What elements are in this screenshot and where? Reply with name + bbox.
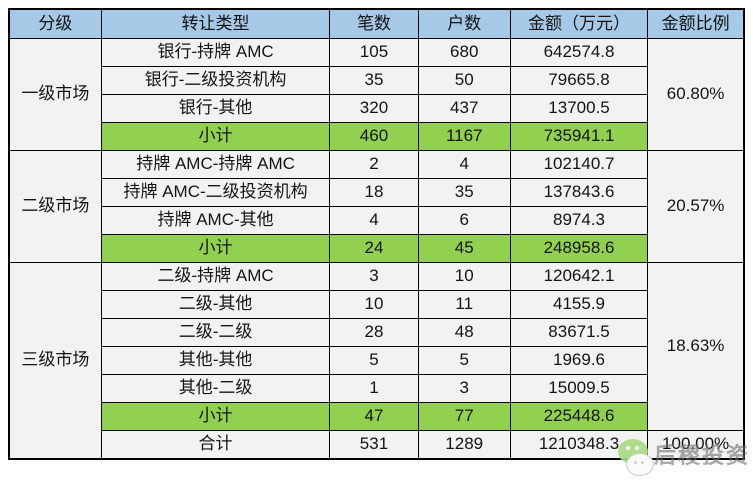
subtotal-count: 47 bbox=[329, 402, 419, 431]
column-header-households: 户数 bbox=[417, 8, 511, 39]
column-header-type: 转让类型 bbox=[100, 8, 331, 39]
table-row: 持牌 AMC-二级投资机构 18 35 137843.6 bbox=[9, 178, 744, 207]
table-row: 二级市场 持牌 AMC-持牌 AMC 2 4 102140.7 20.57% bbox=[8, 150, 745, 263]
amount-cell: 642574.8 bbox=[509, 38, 649, 67]
subtotal-households: 45 bbox=[417, 234, 511, 263]
table-row: 持牌 AMC-其他 4 6 8974.3 bbox=[9, 206, 744, 235]
subtotal-amount: 225448.6 bbox=[509, 402, 649, 431]
households-cell: 5 bbox=[417, 346, 511, 375]
total-label: 合计 bbox=[100, 430, 331, 460]
total-row: 合计 531 1289 1210348.3 100.00% bbox=[9, 430, 745, 460]
households-cell: 4 bbox=[417, 150, 511, 179]
transfer-table: 分级 转让类型 笔数 户数 金额（万元） 金额比例 一级市场 银行-持牌 AMC… bbox=[8, 8, 745, 460]
amount-cell: 15009.5 bbox=[509, 374, 649, 403]
type-cell: 二级-其他 bbox=[100, 290, 331, 319]
type-cell: 其他-其他 bbox=[100, 346, 331, 375]
amount-cell: 13700.5 bbox=[509, 94, 649, 123]
households-cell: 11 bbox=[417, 290, 511, 319]
subtotal-label: 小计 bbox=[100, 234, 331, 263]
subtotal-label: 小计 bbox=[100, 402, 331, 431]
amount-cell: 102140.7 bbox=[509, 150, 649, 179]
subtotal-households: 1167 bbox=[417, 122, 511, 151]
total-count: 531 bbox=[329, 430, 419, 460]
type-cell: 其他-二级 bbox=[100, 374, 331, 403]
subtotal-row: 小计 47 77 225448.6 bbox=[9, 402, 744, 431]
subtotal-households: 77 bbox=[417, 402, 511, 431]
count-cell: 1 bbox=[329, 374, 419, 403]
table-row: 银行-二级投资机构 35 50 79665.8 bbox=[9, 66, 744, 95]
households-cell: 3 bbox=[417, 374, 511, 403]
households-cell: 437 bbox=[417, 94, 511, 123]
count-cell: 3 bbox=[329, 262, 419, 291]
ratio-cell-secondary: 20.57% bbox=[647, 150, 745, 263]
ratio-cell-tertiary: 18.63% bbox=[647, 262, 745, 431]
type-cell: 银行-持牌 AMC bbox=[100, 38, 331, 67]
count-cell: 105 bbox=[329, 38, 419, 67]
subtotal-label: 小计 bbox=[100, 122, 331, 151]
total-ratio: 100.00% bbox=[647, 430, 745, 460]
ratio-cell-primary: 60.80% bbox=[647, 38, 745, 151]
type-cell: 二级-二级 bbox=[100, 318, 331, 347]
amount-cell: 4155.9 bbox=[509, 290, 649, 319]
type-cell: 银行-其他 bbox=[100, 94, 331, 123]
count-cell: 2 bbox=[329, 150, 419, 179]
amount-cell: 137843.6 bbox=[509, 178, 649, 207]
amount-cell: 83671.5 bbox=[509, 318, 649, 347]
households-cell: 50 bbox=[417, 66, 511, 95]
column-header-count: 笔数 bbox=[329, 8, 419, 39]
amount-cell: 8974.3 bbox=[509, 206, 649, 235]
level-cell-tertiary: 三级市场 bbox=[8, 262, 102, 460]
column-header-amount: 金额（万元） bbox=[509, 8, 649, 39]
type-cell: 二级-持牌 AMC bbox=[100, 262, 331, 291]
table-row: 三级市场 二级-持牌 AMC 3 10 120642.1 18.63% bbox=[8, 262, 745, 460]
transfer-table-container: 分级 转让类型 笔数 户数 金额（万元） 金额比例 一级市场 银行-持牌 AMC… bbox=[8, 8, 745, 460]
table-row: 二级-二级 28 48 83671.5 bbox=[9, 318, 744, 347]
subtotal-amount: 248958.6 bbox=[509, 234, 649, 263]
count-cell: 5 bbox=[329, 346, 419, 375]
column-header-level: 分级 bbox=[8, 8, 102, 39]
table-row: 其他-二级 1 3 15009.5 bbox=[9, 374, 744, 403]
level-cell-primary: 一级市场 bbox=[8, 38, 102, 151]
table-row: 银行-其他 320 437 13700.5 bbox=[9, 94, 744, 123]
count-cell: 18 bbox=[329, 178, 419, 207]
subtotal-row: 小计 460 1167 735941.1 bbox=[9, 122, 744, 151]
table-row: 一级市场 银行-持牌 AMC 105 680 642574.8 60.80% bbox=[8, 38, 745, 151]
amount-cell: 1969.6 bbox=[509, 346, 649, 375]
table-row: 二级-其他 10 11 4155.9 bbox=[9, 290, 744, 319]
type-cell: 银行-二级投资机构 bbox=[100, 66, 331, 95]
count-cell: 35 bbox=[329, 66, 419, 95]
amount-cell: 120642.1 bbox=[509, 262, 649, 291]
header-row: 分级 转让类型 笔数 户数 金额（万元） 金额比例 bbox=[8, 8, 745, 39]
households-cell: 10 bbox=[417, 262, 511, 291]
amount-cell: 79665.8 bbox=[509, 66, 649, 95]
households-cell: 680 bbox=[417, 38, 511, 67]
column-header-ratio: 金额比例 bbox=[647, 8, 745, 39]
total-households: 1289 bbox=[417, 430, 511, 460]
count-cell: 4 bbox=[329, 206, 419, 235]
total-amount: 1210348.3 bbox=[509, 430, 649, 460]
subtotal-count: 460 bbox=[329, 122, 419, 151]
type-cell: 持牌 AMC-二级投资机构 bbox=[100, 178, 331, 207]
count-cell: 28 bbox=[329, 318, 419, 347]
type-cell: 持牌 AMC-其他 bbox=[100, 206, 331, 235]
count-cell: 10 bbox=[329, 290, 419, 319]
subtotal-count: 24 bbox=[329, 234, 419, 263]
type-cell: 持牌 AMC-持牌 AMC bbox=[100, 150, 331, 179]
households-cell: 48 bbox=[417, 318, 511, 347]
table-row: 其他-其他 5 5 1969.6 bbox=[9, 346, 744, 375]
subtotal-row: 小计 24 45 248958.6 bbox=[9, 234, 744, 263]
level-cell-secondary: 二级市场 bbox=[8, 150, 102, 263]
subtotal-amount: 735941.1 bbox=[509, 122, 649, 151]
count-cell: 320 bbox=[329, 94, 419, 123]
households-cell: 35 bbox=[417, 178, 511, 207]
households-cell: 6 bbox=[417, 206, 511, 235]
